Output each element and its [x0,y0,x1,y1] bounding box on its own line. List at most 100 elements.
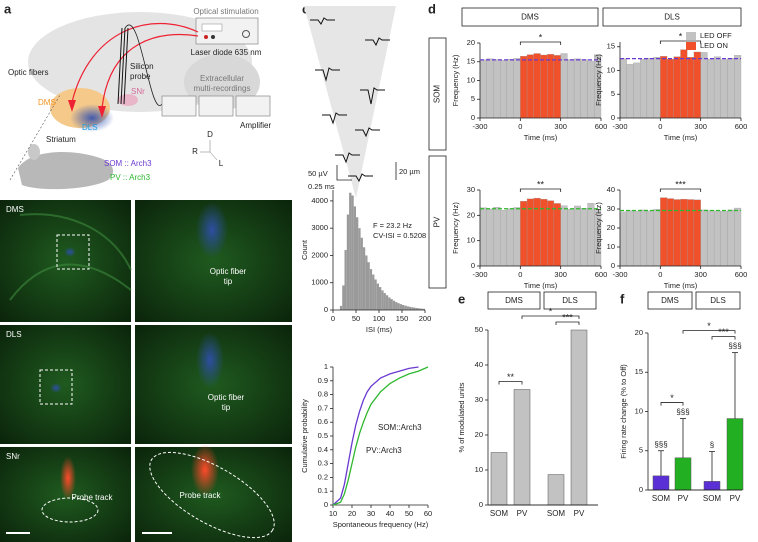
significance-label: *** [675,179,686,189]
scale-label: 0.25 ms [308,182,335,191]
x-tick-label: PV [517,509,528,518]
scale-label: 50 µV [308,169,328,178]
label: R [192,147,198,156]
y-axis-label: % of modulated units [457,382,466,452]
bar [707,58,715,119]
point-label: §§§ [676,408,689,417]
fiber-tip [68,100,76,112]
bar [526,54,534,119]
image-label: Probe track [72,493,114,502]
bar [422,308,425,310]
legend-label: SOM::Arch3 [378,423,422,432]
significance-bracket [519,41,562,45]
bar [553,55,561,119]
legend-swatch [686,42,696,50]
bar [404,305,407,310]
waveforms [310,17,390,183]
x-tick-label: -300 [612,270,627,279]
bar [486,58,494,119]
bar [567,59,575,119]
scale-label: 20 µm [399,167,420,176]
y-tick-label: 10 [467,236,475,245]
y-tick-label: 0.5 [318,431,328,440]
bar [726,418,744,491]
label: DLS [82,123,98,132]
bar [540,54,548,119]
significance-bracket [659,188,702,192]
label: Optical stimulation [193,7,258,16]
bar [506,208,514,267]
y-tick-label: 40 [475,360,483,369]
label: SOM :: Arch3 [104,159,152,168]
y-tick-label: 10 [607,65,615,74]
probe-shank [304,6,396,198]
bar [713,210,721,267]
x-axis-label: ISI (ms) [366,325,393,334]
significance-bracket [711,336,736,340]
bar [626,210,634,267]
probe-track [191,444,219,496]
bar [381,290,384,310]
bar [633,211,641,267]
bar [520,200,528,267]
region-outline [41,497,99,523]
column-box [602,7,742,27]
label: L [219,159,224,168]
bar [339,305,343,310]
panel-label: f [620,291,625,306]
bar [646,210,654,267]
laser-knob [242,30,250,38]
snr-region [118,94,138,106]
y-tick-label: 0.7 [318,403,328,412]
row-label: SOM [433,85,442,104]
image-label: Probe track [180,491,222,500]
mouse [18,152,114,190]
x-tick-label: -300 [472,270,487,279]
column-label: DLS [664,13,680,22]
group-label: DMS [661,296,679,305]
bar [687,199,695,267]
y-axis-label: Cumulative probability [300,399,309,473]
bar [674,457,692,491]
column-label: DMS [521,13,539,22]
bar [376,283,379,310]
micrograph [0,200,131,322]
bar [349,192,352,310]
x-tick-label: 50 [405,509,413,518]
point-label: § [710,441,714,450]
y-tick-label: 20 [475,430,483,439]
column-box [461,7,599,27]
x-tick-label: SOM [490,509,509,518]
x-tick-label: SOM [703,494,722,503]
y-tick-label: 1000 [311,278,328,287]
bar [513,207,521,267]
mouse-ear [28,144,40,160]
bar [619,211,627,267]
point-label: §§§ [654,440,667,449]
bar [560,53,568,119]
group-box [695,291,741,310]
x-tick-label: 0 [658,122,662,131]
bar [720,211,728,267]
y-tick-label: 0 [471,113,475,122]
bar [392,300,396,310]
bar [547,474,565,506]
y-tick-label: 0.8 [318,390,328,399]
y-tick-label: 5 [639,446,643,455]
bar [680,198,688,267]
y-tick-label: 15 [607,42,615,51]
row-label: PV [433,216,442,227]
cdf-line [332,366,429,506]
significance-bracket [519,188,562,192]
y-tick-label: 10 [607,242,615,251]
x-axis-label: Time (ms) [524,281,558,290]
bar [385,295,389,310]
bar [493,59,501,119]
label: multi-recordings [194,84,251,93]
y-tick-label: 30 [475,395,483,404]
bar [666,198,674,267]
y-tick-label: 10 [635,406,643,415]
x-tick-label: 20 [348,509,356,518]
y-tick-label: 5 [471,94,475,103]
x-tick-label: 600 [595,270,608,279]
